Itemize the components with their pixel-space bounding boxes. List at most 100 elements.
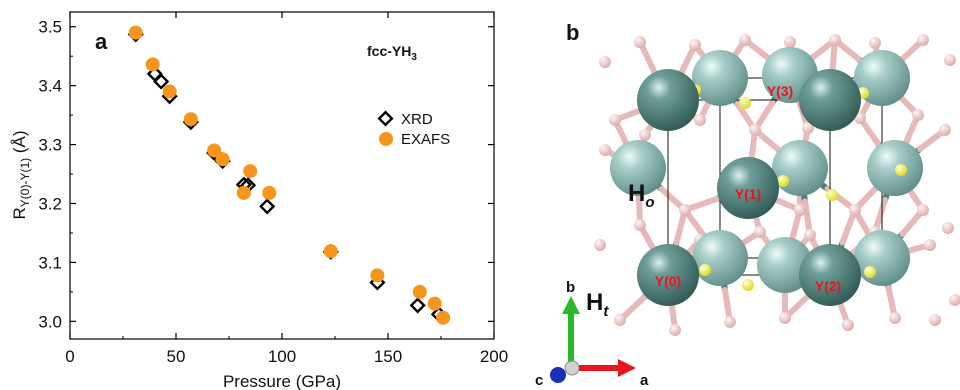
hydrogen-atom	[869, 37, 881, 49]
yttrium-atom	[799, 69, 861, 131]
yttrium-back-layer	[610, 47, 923, 293]
yttrium-front-layer	[637, 69, 861, 306]
hydrogen-tetrahedral-atom	[739, 97, 751, 109]
x-axis-label: Pressure (GPa)	[223, 372, 341, 390]
exafs-point	[215, 152, 230, 167]
hydrogen-atom	[917, 204, 929, 216]
yttrium-atom	[717, 157, 779, 219]
hydrogen-atom	[944, 54, 956, 66]
crystal-structure-panel: b Y(0) Y(1) Y(2) Y(3) Ho Ht b a c	[535, 20, 960, 389]
exafs-point	[436, 310, 451, 325]
hydrogen-atom	[779, 312, 791, 324]
axis-ticks: 0 50 100 150 200 3.0 3.1 3.2 3.3 3.4 3.5	[38, 12, 508, 366]
y-tick-label: 3.4	[38, 77, 62, 96]
exafs-point	[162, 84, 177, 99]
hydrogen-tetrahedral-atom	[777, 175, 789, 187]
exafs-point	[427, 296, 442, 311]
hydrogen-tetrahedral-atom	[742, 279, 754, 291]
yttrium-atom	[637, 69, 699, 131]
yttrium-atom-back	[610, 140, 666, 196]
exafs-point	[370, 268, 385, 283]
yttrium-atom-back	[854, 230, 910, 286]
hydrogen-atom	[802, 122, 814, 134]
h-tetrahedral-label-sub: t	[603, 303, 609, 320]
y-axis-label-main: R	[10, 207, 29, 219]
axis-c-dot	[550, 367, 566, 383]
hydrogen-atom	[599, 144, 611, 156]
yttrium-atom-back	[692, 50, 748, 106]
hydrogen-atom	[739, 34, 751, 46]
hydrogen-atom	[917, 34, 929, 46]
xrd-point	[409, 297, 426, 314]
exafs-point	[412, 284, 427, 299]
y-tick-label: 3.1	[38, 253, 62, 272]
legend-marker-xrd	[377, 110, 394, 127]
yttrium-atom-back	[867, 140, 923, 196]
hydrogen-atom	[842, 319, 854, 331]
hydrogen-atom	[639, 129, 651, 141]
chart-title: fcc-YH3	[367, 43, 417, 63]
site-label-y2: Y(2)	[815, 278, 841, 294]
h-octahedral-label-sub: o	[645, 194, 654, 211]
hydrogen-atom	[924, 239, 936, 251]
hydrogen-atom	[614, 314, 626, 326]
hydrogen-atom	[929, 314, 941, 326]
xrd-point	[153, 73, 170, 90]
hydrogen-atom	[804, 229, 816, 241]
yttrium-atom	[637, 244, 699, 306]
hydrogen-atom	[849, 204, 861, 216]
hydrogen-octahedral-layer	[594, 34, 960, 336]
exafs-point	[243, 164, 258, 179]
legend: XRD EXAFS	[377, 110, 450, 148]
x-tick-label: 100	[268, 347, 296, 366]
chart-panel: a 0 50 100 150 200 3.0 3.1 3.2 3.3 3.4 3.5 fcc-YH3…	[10, 11, 508, 390]
exafs-point	[145, 57, 160, 72]
y-tick-label: 3.2	[38, 194, 62, 213]
hydrogen-atom	[754, 226, 766, 238]
axis-origin	[564, 360, 580, 376]
hydrogen-tetrahedral-atom	[895, 164, 907, 176]
exafs-point	[236, 185, 251, 200]
panel-label-a: a	[95, 29, 108, 54]
axis-b-label: b	[566, 279, 575, 296]
series-layer	[127, 25, 451, 325]
site-label-y1: Y(1)	[735, 186, 761, 202]
yttrium-atom-back	[757, 237, 813, 293]
hydrogen-atom	[599, 56, 611, 68]
legend-label-xrd: XRD	[401, 111, 433, 128]
hydrogen-atom	[949, 294, 960, 306]
x-tick-label: 150	[374, 347, 402, 366]
y-tick-label: 3.3	[38, 136, 62, 155]
hydrogen-tetrahedral-atom	[864, 266, 876, 278]
site-label-y0: Y(0)	[655, 273, 681, 289]
h-tetrahedral-label: Ht	[586, 289, 609, 320]
axis-triad: b a c	[535, 279, 649, 389]
hydrogen-atom	[784, 36, 796, 48]
hydrogen-atom	[794, 204, 806, 216]
h-octahedral-label-main: H	[628, 180, 645, 207]
axis-a-label: a	[640, 372, 649, 389]
axis-c-label: c	[535, 372, 543, 389]
chart-title-sub: 3	[411, 52, 417, 63]
hydrogen-tetrahedral-atom	[699, 264, 711, 276]
h-octahedral-label: Ho	[628, 180, 655, 211]
xrd-point	[259, 198, 276, 215]
axis-a-arrow	[618, 359, 636, 377]
hydrogen-atom	[694, 114, 706, 126]
hydrogen-atom	[942, 222, 954, 234]
yttrium-atom	[799, 244, 861, 306]
x-tick-label: 50	[167, 347, 186, 366]
y-axis-label-unit: (Å)	[10, 130, 29, 157]
exafs-point	[128, 25, 143, 40]
hydrogen-atom	[609, 114, 621, 126]
hydrogen-tetrahedral-atom	[826, 189, 838, 201]
exafs-point	[207, 143, 222, 158]
exafs-point	[262, 185, 277, 200]
hydrogen-atom	[669, 324, 681, 336]
hydrogen-atom	[889, 312, 901, 324]
hydrogen-atom	[912, 109, 924, 121]
panel-label-b: b	[566, 20, 579, 45]
hydrogen-atom	[594, 239, 606, 251]
h-tetrahedral-label-main: H	[586, 289, 603, 316]
hydrogen-atom	[724, 316, 736, 328]
